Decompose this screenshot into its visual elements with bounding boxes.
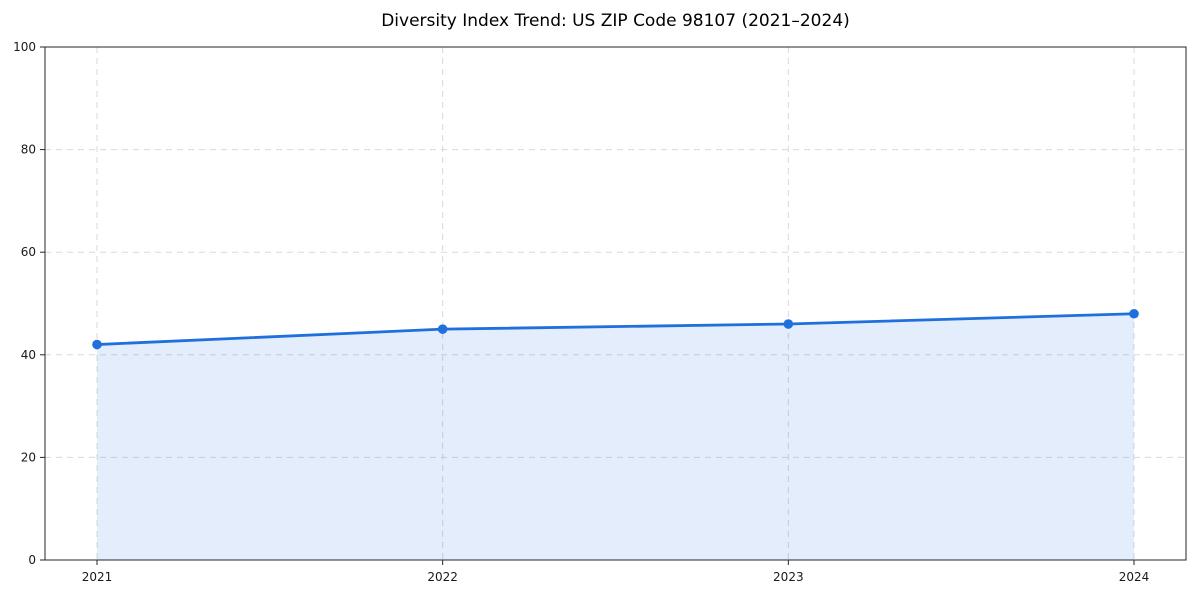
trend-line: [95, 312, 1136, 346]
x-tick-label: 2022: [427, 570, 458, 584]
area-fill: [97, 313, 1134, 560]
x-tick-label: 2021: [82, 570, 113, 584]
x-tick-label: 2024: [1119, 570, 1150, 584]
data-point-marker: [1129, 308, 1139, 319]
y-tick-label: 20: [21, 450, 36, 464]
y-tick-label: 80: [21, 143, 36, 157]
data-point-marker: [92, 339, 102, 350]
x-tick-label: 2023: [773, 570, 804, 584]
data-point-marker: [783, 319, 794, 329]
y-tick-label: 60: [21, 245, 36, 259]
y-tick-label: 40: [21, 348, 36, 362]
y-tick-label: 0: [28, 553, 36, 567]
plot-border: [44, 46, 1187, 561]
chart-title: Diversity Index Trend: US ZIP Code 98107…: [381, 11, 850, 31]
data-point-marker: [437, 324, 448, 334]
y-tick-label: 100: [13, 40, 36, 54]
